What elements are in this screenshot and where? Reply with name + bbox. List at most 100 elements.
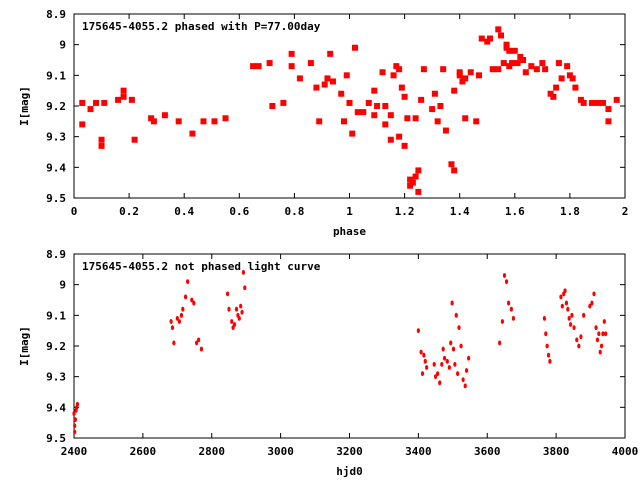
data-point [200,118,207,125]
x-tick-label: 1 [346,205,353,218]
data-point [222,115,229,122]
data-point [564,300,569,306]
data-point [592,291,596,297]
data-point [605,106,612,113]
data-point [349,130,356,137]
data-point [225,291,230,297]
data-point [382,103,389,109]
data-point [511,316,516,321]
data-point [462,75,469,82]
data-points [79,26,620,195]
data-point [451,167,458,174]
data-point [412,115,419,122]
x-axis-label: hjd0 [336,465,363,478]
data-point [484,38,491,45]
data-point [539,60,546,67]
data-point [475,72,482,79]
y-tick-label: 9.3 [46,131,66,144]
x-tick-label: 0.2 [119,205,139,218]
data-point [473,118,480,125]
data-point [459,78,466,85]
data-point [528,63,535,70]
data-point [234,306,239,312]
x-tick-label: 0 [71,205,78,218]
data-point [169,319,173,324]
panel-2: 2400 2600 2800 3000 3200 3400 3600 3800 4000 8.9 9… [18,248,638,478]
data-point [533,66,540,73]
data-points [72,270,608,435]
data-point [181,306,185,312]
chart-title: 175645-4055.2 not phased light curve [82,260,321,273]
data-point [288,63,295,70]
data-point [407,176,414,183]
data-point [448,161,455,168]
data-point [422,352,426,358]
data-point [237,316,241,321]
data-point [296,75,303,82]
data-point [120,87,127,94]
data-point [544,331,548,337]
data-point [329,78,336,85]
data-point [418,96,425,103]
data-point [517,53,524,60]
data-point [98,142,105,149]
data-point [599,99,606,106]
data-point [602,319,606,324]
x-tick-label: 1.6 [505,205,525,218]
data-point [577,343,581,349]
data-point [464,368,469,373]
data-point [569,75,576,82]
data-point [604,331,608,337]
data-point [502,273,507,278]
data-point [396,133,403,140]
data-point [172,340,176,346]
data-point [150,118,157,125]
data-point [73,429,77,435]
data-point [509,60,516,67]
data-point [605,118,612,125]
data-point [507,300,511,306]
data-point [500,60,507,67]
chart-title: 175645-4055.2 phased with P=77.00day [82,20,321,33]
data-point [434,118,441,125]
x-tick-label: 2400 [61,445,88,458]
data-point [598,349,602,355]
data-point [459,343,463,349]
data-point [437,103,444,109]
y-tick-label: 8.9 [46,248,66,261]
data-point [566,306,570,312]
data-point [451,346,456,352]
data-point [269,103,276,109]
x-tick-label: 2 [622,205,629,218]
data-point [509,306,513,312]
data-point [401,142,408,149]
data-point [423,358,427,364]
data-point [453,362,457,367]
data-point [588,99,595,106]
x-tick-label: 2800 [199,445,226,458]
data-point [451,87,458,94]
data-point [419,349,423,355]
data-point [594,99,601,106]
data-point [313,84,320,91]
data-point [588,303,592,309]
data-point [409,179,416,186]
data-point [467,69,474,76]
data-point [316,118,323,125]
y-tick-label: 9 [59,279,66,292]
data-point [506,63,513,70]
data-point [243,285,247,291]
data-point [450,300,454,306]
data-point [595,337,600,343]
y-axis-label: I[mag] [18,86,31,126]
y-tick-label: 9.5 [46,192,66,205]
y-tick-label: 9.5 [46,432,66,445]
data-point [120,93,127,100]
panel-1: 0 0.2 0.4 0.6 0.8 1 1.2 1.4 1.6 1.8 2 8.9 9 9.1 9.2 9.3… [18,8,628,238]
x-tick-label: 1.8 [560,205,580,218]
data-point [346,99,353,106]
data-point [175,118,182,125]
data-point [241,270,246,275]
data-point [227,306,231,312]
data-point [321,81,328,88]
